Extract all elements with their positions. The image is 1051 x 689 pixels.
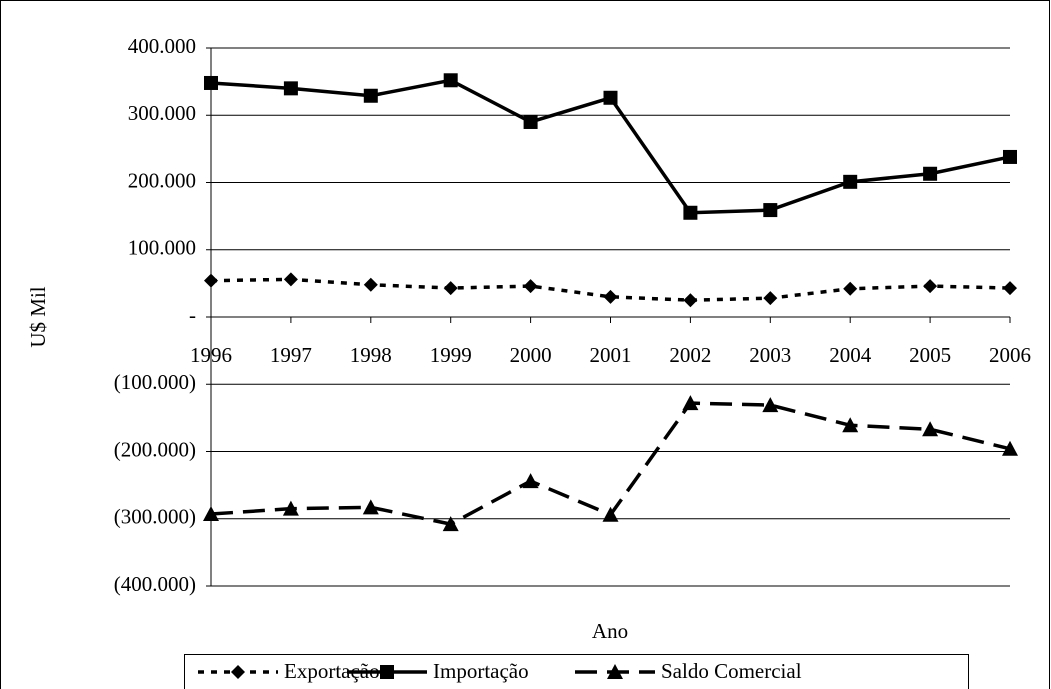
y-tick-label: 400.000 <box>128 34 196 58</box>
data-point <box>923 279 938 294</box>
x-tick-label: 2004 <box>829 343 872 367</box>
data-point <box>683 293 698 308</box>
x-tick-label: 1999 <box>430 343 472 367</box>
data-point <box>683 205 698 220</box>
data-point <box>282 500 299 516</box>
data-point <box>843 281 858 296</box>
legend-marker <box>380 665 394 679</box>
y-tick-label: (300.000) <box>114 505 196 529</box>
legend-label: Importação <box>433 659 529 683</box>
data-point <box>603 289 618 304</box>
data-point <box>922 421 939 437</box>
data-point <box>842 417 859 433</box>
legend-marker <box>231 665 245 679</box>
y-tick-label: 100.000 <box>128 236 196 260</box>
y-tick-label: (100.000) <box>114 370 196 394</box>
y-tick-label: 300.000 <box>128 101 196 125</box>
data-point <box>204 273 218 288</box>
y-tick-label: 200.000 <box>128 168 196 192</box>
y-tick-label: - <box>189 303 196 327</box>
legend-label: Saldo Comercial <box>661 659 802 683</box>
data-point <box>363 88 378 103</box>
x-tick-label: 2001 <box>590 343 632 367</box>
data-point <box>204 75 218 90</box>
x-axis-title: Ano <box>592 619 628 643</box>
data-point <box>443 281 458 296</box>
x-tick-label: 1998 <box>350 343 392 367</box>
data-point <box>283 81 298 96</box>
x-tick-label: 2006 <box>989 343 1031 367</box>
data-point <box>523 279 538 294</box>
x-tick-label: 1996 <box>190 343 232 367</box>
series-line <box>210 401 1011 526</box>
series-line <box>210 277 1011 302</box>
data-point <box>283 272 298 287</box>
data-point <box>762 397 779 413</box>
x-tick-label: 2002 <box>669 343 711 367</box>
data-point <box>1003 149 1017 164</box>
x-tick-label: 2003 <box>749 343 791 367</box>
y-tick-label: (200.000) <box>114 437 196 461</box>
data-point <box>763 203 778 218</box>
data-point <box>603 90 618 105</box>
data-point <box>203 506 219 522</box>
data-point <box>363 277 378 292</box>
x-tick-label: 2005 <box>909 343 951 367</box>
data-point <box>362 499 379 515</box>
data-point <box>1003 281 1017 296</box>
data-point <box>763 291 778 306</box>
data-point <box>443 73 458 88</box>
y-axis-title: U$ Mil <box>26 286 50 347</box>
x-tick-label: 1997 <box>270 343 312 367</box>
data-point <box>682 395 699 411</box>
legend-marker <box>607 664 623 679</box>
data-point <box>923 166 938 181</box>
data-point <box>523 114 538 129</box>
data-point <box>442 516 459 532</box>
data-point <box>843 174 858 189</box>
x-tick-label: 2000 <box>510 343 552 367</box>
data-point <box>522 473 539 489</box>
data-point <box>1002 440 1018 456</box>
data-point <box>602 506 619 522</box>
y-tick-label: (400.000) <box>114 572 196 596</box>
